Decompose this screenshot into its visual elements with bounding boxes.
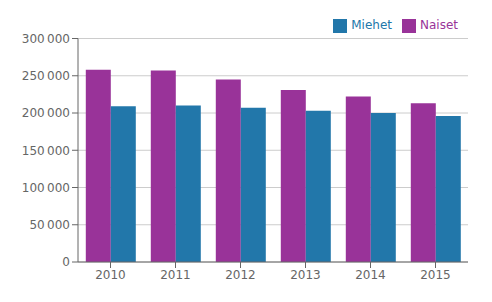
svg-text:2015: 2015 [420,268,451,282]
svg-text:50 000: 50 000 [29,218,70,232]
html-text:Naiset: Naiset [420,18,458,32]
svg-text:200 000: 200 000 [22,106,70,120]
svg-text:100 000: 100 000 [22,181,70,195]
svg-text:2011: 2011 [160,268,191,282]
svg-text:0: 0 [62,255,70,269]
html-text:Miehet: Miehet [351,18,392,32]
svg-text:250 000: 250 000 [22,69,70,83]
svg-text:300 000: 300 000 [22,32,70,46]
svg-text:150 000: 150 000 [22,144,70,158]
svg-text:2012: 2012 [225,268,256,282]
svg-text:2013: 2013 [290,268,321,282]
svg-text:2014: 2014 [355,268,386,282]
svg-text:2010: 2010 [95,268,126,282]
